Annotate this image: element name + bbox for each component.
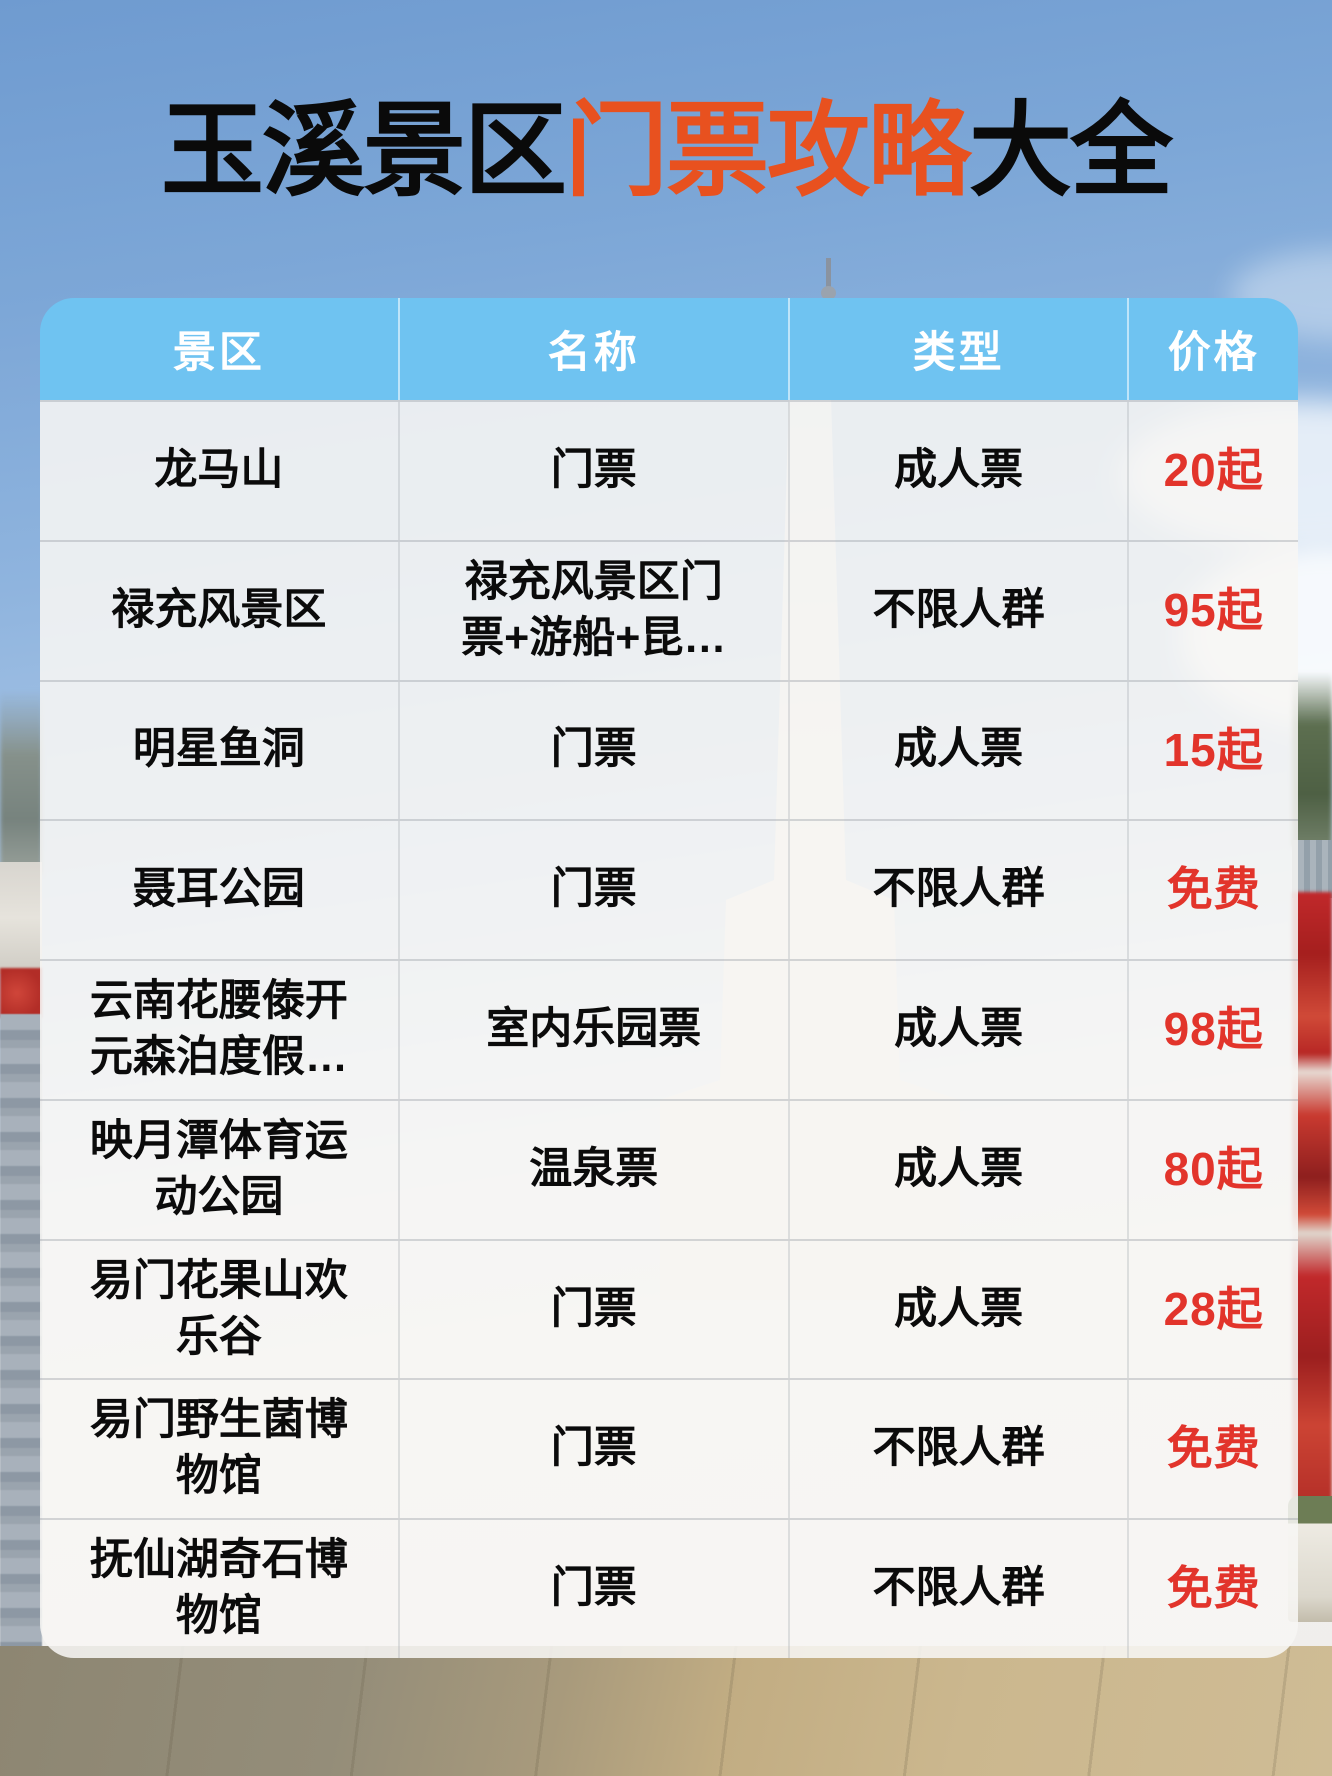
fence-right <box>1292 840 1332 898</box>
cell-price: 20起 <box>1163 443 1264 496</box>
cell-name: 禄充风景区门 票+游船+昆… <box>400 541 790 680</box>
cell-type: 成人票 <box>790 1240 1130 1379</box>
cell-price: 免费 <box>1166 863 1261 916</box>
table-row: 映月潭体育运 动公园 温泉票 成人票 80起 <box>40 1098 1298 1239</box>
cell-price: 95起 <box>1163 583 1264 636</box>
cell-price: 免费 <box>1166 1422 1261 1475</box>
cell-price: 80起 <box>1163 1142 1264 1195</box>
cell-price: 15起 <box>1163 723 1264 776</box>
header-cell-area: 景区 <box>40 298 400 400</box>
stone-steps-left <box>0 1014 42 1664</box>
cell-price: 28起 <box>1163 1282 1264 1335</box>
cell-name: 门票 <box>400 1520 790 1658</box>
cell-name: 门票 <box>400 681 790 820</box>
cell-area: 映月潭体育运 动公园 <box>40 1100 400 1239</box>
cell-area: 禄充风景区 <box>40 541 400 680</box>
header-cell-name: 名称 <box>400 298 790 400</box>
table-row: 易门花果山欢 乐谷 门票 成人票 28起 <box>40 1238 1298 1379</box>
table-row: 聂耳公园 门票 不限人群 免费 <box>40 819 1298 960</box>
cell-name: 温泉票 <box>400 1100 790 1239</box>
cell-area: 易门野生菌博 物馆 <box>40 1380 400 1519</box>
cell-name: 门票 <box>400 821 790 960</box>
trees-right <box>1292 672 1332 847</box>
ticket-price-table: 景区 名称 类型 价格 龙马山 门票 成人票 20起 禄充风景区 禄充风景区门 … <box>40 298 1298 1658</box>
flowers-right <box>1292 892 1332 1512</box>
table-row: 明星鱼洞 门票 成人票 15起 <box>40 679 1298 820</box>
table-header-row: 景区 名称 类型 价格 <box>40 298 1298 400</box>
cell-price: 免费 <box>1166 1562 1261 1615</box>
cell-type: 成人票 <box>790 1100 1130 1239</box>
cell-type: 不限人群 <box>790 1520 1130 1658</box>
cell-name: 门票 <box>400 1380 790 1519</box>
cell-area: 明星鱼洞 <box>40 681 400 820</box>
title-segment-dark: 玉溪景区 <box>161 95 567 209</box>
monument-spire <box>821 258 836 304</box>
cell-type: 成人票 <box>790 402 1130 540</box>
flowers-left <box>0 968 42 1018</box>
cell-area: 龙马山 <box>40 402 400 540</box>
cell-type: 不限人群 <box>790 541 1130 680</box>
cell-type: 不限人群 <box>790 821 1130 960</box>
wall-left <box>0 862 42 974</box>
table-row: 龙马山 门票 成人票 20起 <box>40 400 1298 540</box>
cell-type: 成人票 <box>790 961 1130 1099</box>
cell-area: 聂耳公园 <box>40 821 400 960</box>
cell-area: 易门花果山欢 乐谷 <box>40 1240 400 1379</box>
header-cell-type: 类型 <box>790 298 1130 400</box>
cell-area: 抚仙湖奇石博 物馆 <box>40 1520 400 1658</box>
page-title: 玉溪景区门票攻略大全 <box>0 92 1332 214</box>
table-row: 禄充风景区 禄充风景区门 票+游船+昆… 不限人群 95起 <box>40 539 1298 680</box>
cell-price: 98起 <box>1163 1003 1264 1056</box>
table-row: 云南花腰傣开 元森泊度假… 室内乐园票 成人票 98起 <box>40 959 1298 1099</box>
table-row: 抚仙湖奇石博 物馆 门票 不限人群 免费 <box>40 1518 1298 1658</box>
cell-type: 不限人群 <box>790 1380 1130 1519</box>
tile-floor <box>0 1646 1332 1776</box>
cell-name: 门票 <box>400 402 790 540</box>
header-cell-price: 价格 <box>1167 329 1260 377</box>
cell-name: 室内乐园票 <box>400 961 790 1099</box>
title-segment-dark: 大全 <box>969 95 1173 209</box>
cell-type: 成人票 <box>790 681 1130 820</box>
table-row: 易门野生菌博 物馆 门票 不限人群 免费 <box>40 1378 1298 1519</box>
cell-name: 门票 <box>400 1240 790 1379</box>
trees-left <box>0 690 42 875</box>
cell-area: 云南花腰傣开 元森泊度假… <box>40 961 400 1099</box>
title-segment-accent: 门票攻略 <box>565 95 971 209</box>
